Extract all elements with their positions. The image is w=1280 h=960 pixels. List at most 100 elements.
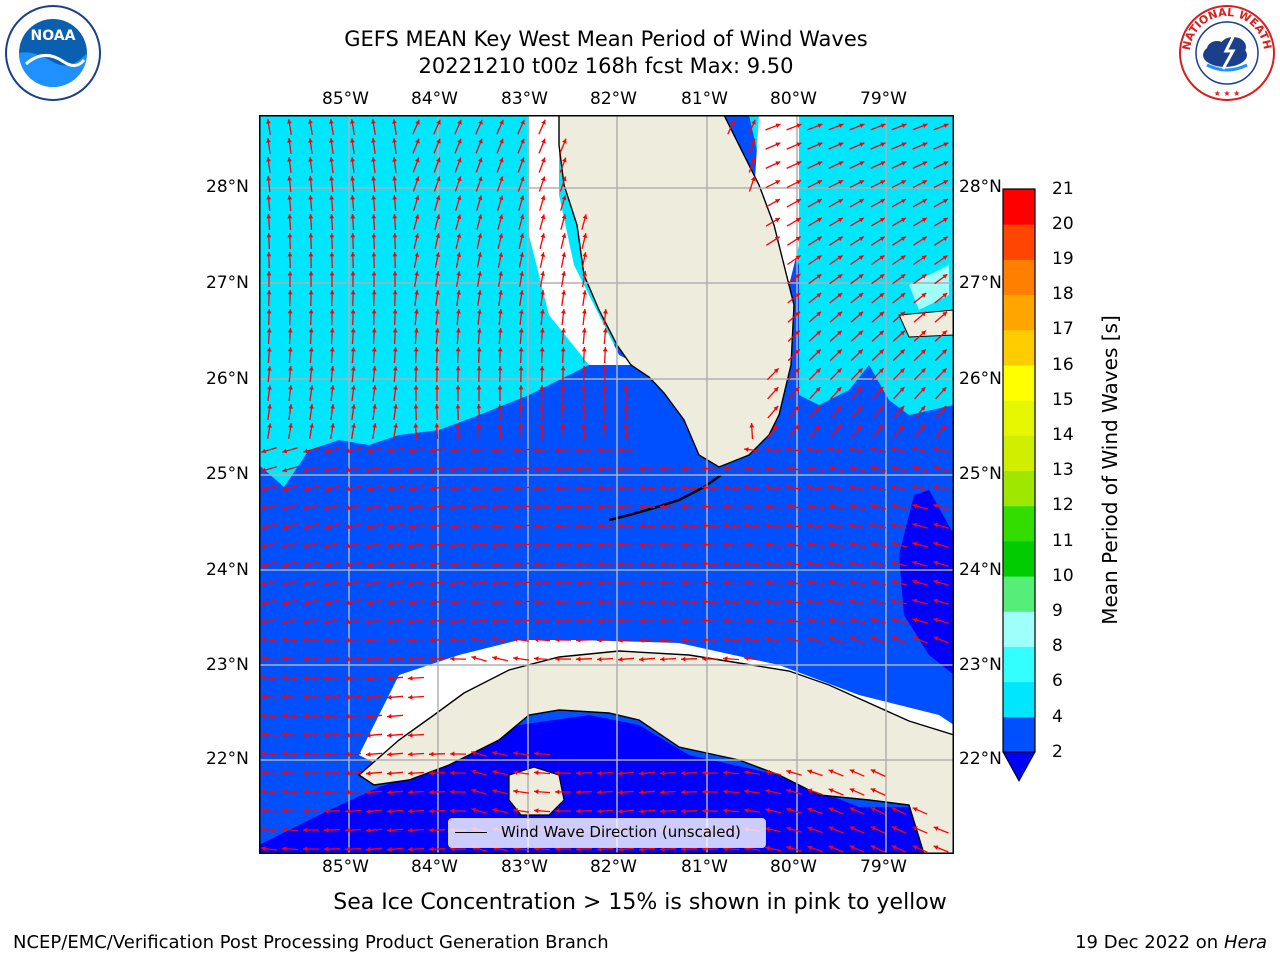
wind-wave-arrowhead [540, 176, 546, 182]
wind-wave-arrowhead [912, 503, 918, 509]
wind-wave-arrowhead [660, 637, 665, 643]
wind-wave-arrowhead [387, 751, 392, 757]
lat-label: 25°N [959, 464, 1002, 484]
map-panel [259, 115, 954, 854]
wind-wave-arrowhead [744, 523, 749, 528]
wind-wave-arrowhead [765, 447, 770, 452]
wind-wave-arrowhead [518, 328, 524, 333]
wind-wave-arrowhead [324, 524, 330, 530]
wind-wave-arrowhead [899, 387, 905, 392]
wind-wave-arrowhead [408, 732, 413, 738]
wind-wave-arrowhead [858, 236, 864, 242]
wind-wave-arrowhead [350, 157, 355, 162]
lat-label: 24°N [206, 560, 249, 580]
colorbar-label: Mean Period of Wind Waves [s] [1098, 315, 1122, 625]
wind-wave-arrowhead [751, 138, 756, 144]
wind-wave-arrowhead [870, 636, 876, 641]
wind-wave-arrowhead [261, 543, 267, 549]
wind-wave-arrowhead [837, 236, 843, 242]
wind-wave-arrowhead [880, 180, 886, 185]
wind-wave-arrowhead [581, 385, 587, 390]
wind-wave-arrowhead [455, 404, 461, 409]
wind-wave-arrowhead [750, 176, 756, 182]
wind-wave-arrowhead [849, 579, 854, 585]
wind-wave-arrowhead [492, 619, 497, 624]
wind-wave-arrowhead [941, 387, 947, 392]
wind-wave-arrowhead [920, 387, 926, 392]
wind-wave-arrowhead [413, 423, 419, 428]
wind-wave-arrowhead [303, 751, 308, 757]
wind-wave-arrowhead [879, 217, 885, 223]
wind-wave-arrowhead [456, 214, 462, 220]
wind-wave-arrowhead [429, 808, 434, 814]
wind-wave-arrowhead [324, 486, 330, 492]
wind-wave-arrowhead [900, 330, 905, 336]
wind-wave-arrowhead [408, 505, 413, 510]
wind-wave-arrowhead [366, 694, 371, 700]
wind-wave-arrowhead [492, 750, 497, 756]
wind-wave-arrowhead [282, 827, 287, 833]
wind-wave-arrowhead [828, 541, 833, 547]
wind-wave-arrowhead [303, 543, 309, 549]
wind-wave-arrowhead [366, 600, 371, 606]
wind-wave-arrowhead [350, 328, 356, 333]
wind-wave-arrowhead [392, 214, 398, 219]
wind-wave-arrowhead [330, 366, 335, 371]
wind-wave-arrowhead [941, 349, 947, 355]
wind-wave-arrowhead [891, 465, 897, 471]
wind-wave-arrowhead [576, 770, 581, 776]
wind-wave-arrowhead [519, 252, 525, 257]
wind-wave-arrowhead [581, 366, 587, 371]
wind-wave-arrowhead [345, 467, 350, 473]
wind-wave-arrowhead [849, 484, 854, 490]
wind-wave-arrowhead [639, 637, 644, 643]
wind-wave-arrowhead [303, 619, 309, 625]
wind-wave-arrowhead [267, 423, 272, 428]
wind-wave-arrowhead [345, 524, 350, 530]
wind-wave-arrowhead [308, 233, 314, 238]
wind-wave-arrowhead [561, 214, 567, 220]
wind-wave-arrowhead [618, 485, 623, 491]
wind-wave-arrowhead [891, 541, 897, 547]
wind-wave-arrowhead [828, 845, 834, 850]
wind-wave-arrowhead [618, 504, 623, 510]
wind-wave-arrowhead [618, 447, 623, 453]
wind-wave-arrowhead [513, 599, 518, 605]
wind-wave-arrowhead [450, 486, 455, 491]
wind-wave-arrowhead [471, 543, 476, 548]
wind-wave-arrowhead [660, 599, 665, 605]
wind-wave-arrowhead [478, 138, 483, 144]
wind-wave-arrowhead [345, 656, 350, 662]
wind-wave-arrowhead [870, 769, 876, 774]
wind-wave-arrowhead [891, 484, 897, 490]
wind-wave-arrowhead [345, 713, 350, 719]
colorbar-tick: 6 [1052, 671, 1063, 691]
graticule [259, 115, 954, 854]
wind-wave-arrowhead [450, 581, 455, 586]
wind-wave-arrowhead [415, 157, 420, 163]
wind-wave-arrowhead [372, 385, 377, 390]
wind-wave-arrowhead [723, 637, 728, 643]
wind-wave-arrowhead [576, 542, 581, 548]
wind-wave-arrowhead [366, 656, 371, 662]
wind-wave-arrowhead [857, 405, 863, 411]
wind-wave-arrowhead [498, 176, 504, 182]
wind-wave-arrowhead [414, 233, 420, 238]
wind-wave-arrowhead [933, 503, 939, 509]
wind-wave-arrowhead [303, 581, 309, 587]
colorbar-segment [1003, 435, 1035, 471]
lat-label: 27°N [959, 273, 1002, 293]
wind-wave-arrowhead [581, 347, 587, 352]
wind-wave-arrowhead [413, 404, 419, 409]
wind-wave-arrowhead [287, 214, 293, 219]
wind-wave-arrowhead [786, 580, 791, 585]
colorbar-tick: 9 [1052, 601, 1063, 621]
wind-wave-arrowhead [562, 157, 567, 163]
wind-wave-arrowhead [393, 404, 398, 409]
wind-wave-arrowhead [455, 423, 461, 428]
lat-label: 27°N [206, 273, 249, 293]
wind-wave-arrowhead [765, 523, 770, 528]
wind-wave-arrowhead [329, 119, 334, 124]
wind-wave-arrowhead [366, 467, 371, 473]
colorbar-segment [1003, 611, 1035, 647]
